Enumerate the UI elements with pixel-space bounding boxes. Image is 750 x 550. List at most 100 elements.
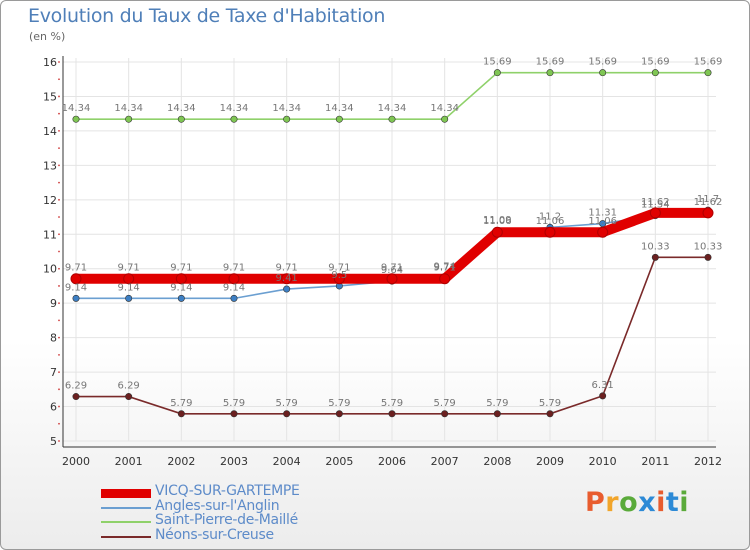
data-point: [386, 273, 398, 285]
data-point: [651, 69, 659, 77]
y-minor-tick: [58, 95, 60, 98]
data-point: [177, 410, 185, 418]
data-label: 5.79: [539, 398, 561, 409]
data-label: 9.71: [65, 263, 87, 274]
y-tick-label: 16: [43, 56, 57, 69]
data-label: 14.34: [378, 103, 407, 114]
grid: [63, 58, 716, 442]
data-label: 9.71: [328, 263, 350, 274]
data-point: [388, 115, 396, 123]
legend-swatch: [101, 488, 151, 498]
data-point: [283, 285, 291, 293]
y-tick-label: 11: [43, 228, 57, 241]
y-tick-label: 7: [50, 366, 57, 379]
data-point: [441, 115, 449, 123]
data-point: [177, 294, 185, 302]
data-point: [491, 226, 503, 238]
logo-letter: o: [619, 487, 639, 518]
y-tick-label: 6: [50, 401, 57, 414]
data-label: 9.71: [381, 263, 403, 274]
data-point: [230, 410, 238, 418]
data-point: [281, 273, 293, 285]
x-tick-label: 2011: [641, 455, 669, 468]
data-label: 11.06: [483, 216, 512, 227]
data-point: [335, 410, 343, 418]
series-lines: [70, 69, 714, 418]
legend-label: Saint-Pierre-de-Maillé: [155, 512, 298, 528]
data-label: 5.79: [328, 398, 350, 409]
y-minor-tick: [58, 388, 60, 391]
y-minor-tick: [58, 61, 60, 63]
data-label: 5.79: [486, 398, 508, 409]
data-label: 9.14: [170, 282, 192, 293]
data-label: 14.34: [114, 103, 143, 114]
data-label: 15.69: [483, 57, 512, 68]
data-point: [439, 273, 451, 285]
data-point: [333, 273, 345, 285]
data-point: [544, 226, 556, 238]
data-point: [70, 273, 82, 285]
x-tick-label: 2008: [483, 455, 511, 468]
data-point: [72, 393, 80, 401]
data-label: 10.33: [641, 241, 670, 252]
data-label: 14.34: [325, 103, 354, 114]
data-label: 6.29: [118, 381, 140, 392]
data-point: [599, 392, 607, 400]
data-label: 9.41: [276, 273, 298, 284]
data-label: 5.79: [434, 398, 456, 409]
y-minor-tick: [58, 147, 60, 150]
x-tick-label: 2007: [431, 455, 459, 468]
y-tick-label: 10: [43, 263, 57, 276]
data-label: 9.71: [434, 263, 456, 274]
y-minor-tick: [58, 233, 60, 236]
data-point: [283, 410, 291, 418]
y-minor-tick: [58, 267, 60, 270]
y-tick-label: 15: [43, 90, 57, 103]
x-tick-label: 2005: [325, 455, 353, 468]
y-minor-tick: [58, 405, 60, 408]
data-label: 9.71: [118, 263, 140, 274]
data-label: 6.31: [592, 380, 614, 391]
data-label: 6.29: [65, 381, 87, 392]
data-label: 14.34: [220, 103, 249, 114]
data-label: 15.69: [588, 57, 617, 68]
logo-letter: x: [638, 487, 657, 518]
data-label: 9.74: [434, 262, 456, 273]
y-minor-tick: [58, 198, 60, 201]
data-label: 15.69: [536, 57, 565, 68]
data-label: 5.79: [381, 398, 403, 409]
data-label: 14.34: [62, 103, 91, 114]
data-point: [493, 410, 501, 418]
data-label: 14.34: [430, 103, 459, 114]
data-label: 10.33: [694, 241, 723, 252]
series-2: [72, 69, 712, 123]
data-point: [704, 253, 712, 261]
data-label: 14.34: [167, 103, 196, 114]
logo-letter: t: [665, 487, 680, 518]
y-minor-tick: [58, 319, 60, 322]
legend-label: Néons-sur-Creuse: [155, 526, 274, 543]
data-label: 11.09: [483, 215, 512, 226]
data-label: 15.69: [641, 57, 670, 68]
y-minor-tick: [58, 440, 60, 442]
data-point: [597, 226, 609, 238]
data-point: [335, 115, 343, 123]
data-point: [175, 273, 187, 285]
legend-swatch: [101, 535, 151, 538]
x-tick-label: 2012: [694, 455, 722, 468]
y-tick-label: 9: [50, 297, 57, 310]
y-minor-tick: [58, 164, 60, 167]
data-label: 9.71: [223, 263, 245, 274]
data-label: 11.2: [539, 211, 561, 222]
data-point: [388, 410, 396, 418]
data-point: [493, 69, 501, 77]
data-label: 9.71: [276, 263, 298, 274]
data-point: [125, 294, 133, 302]
y-minor-tick: [58, 78, 60, 81]
data-point: [230, 115, 238, 123]
x-tick-label: 2004: [273, 455, 301, 468]
data-point: [441, 410, 449, 418]
data-point: [72, 115, 80, 123]
data-point: [704, 69, 712, 77]
